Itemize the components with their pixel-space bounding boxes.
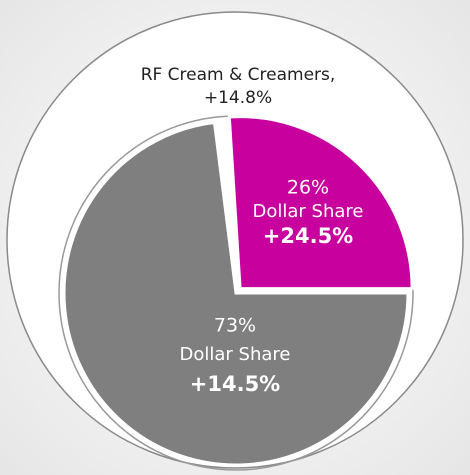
slice-change: +24.5% — [263, 224, 353, 248]
pie-slice — [62, 120, 410, 467]
slice-category: Dollar Share — [180, 344, 291, 365]
outer-label: +14.8% — [204, 88, 272, 108]
slice-category: Dollar Share — [253, 201, 364, 222]
slice-percent: 73% — [214, 315, 256, 337]
outer-label: RF Cream & Creamers, — [141, 65, 336, 85]
slice-percent: 26% — [287, 177, 329, 199]
pie-slice — [227, 115, 414, 291]
slice-change: +14.5% — [190, 372, 280, 396]
